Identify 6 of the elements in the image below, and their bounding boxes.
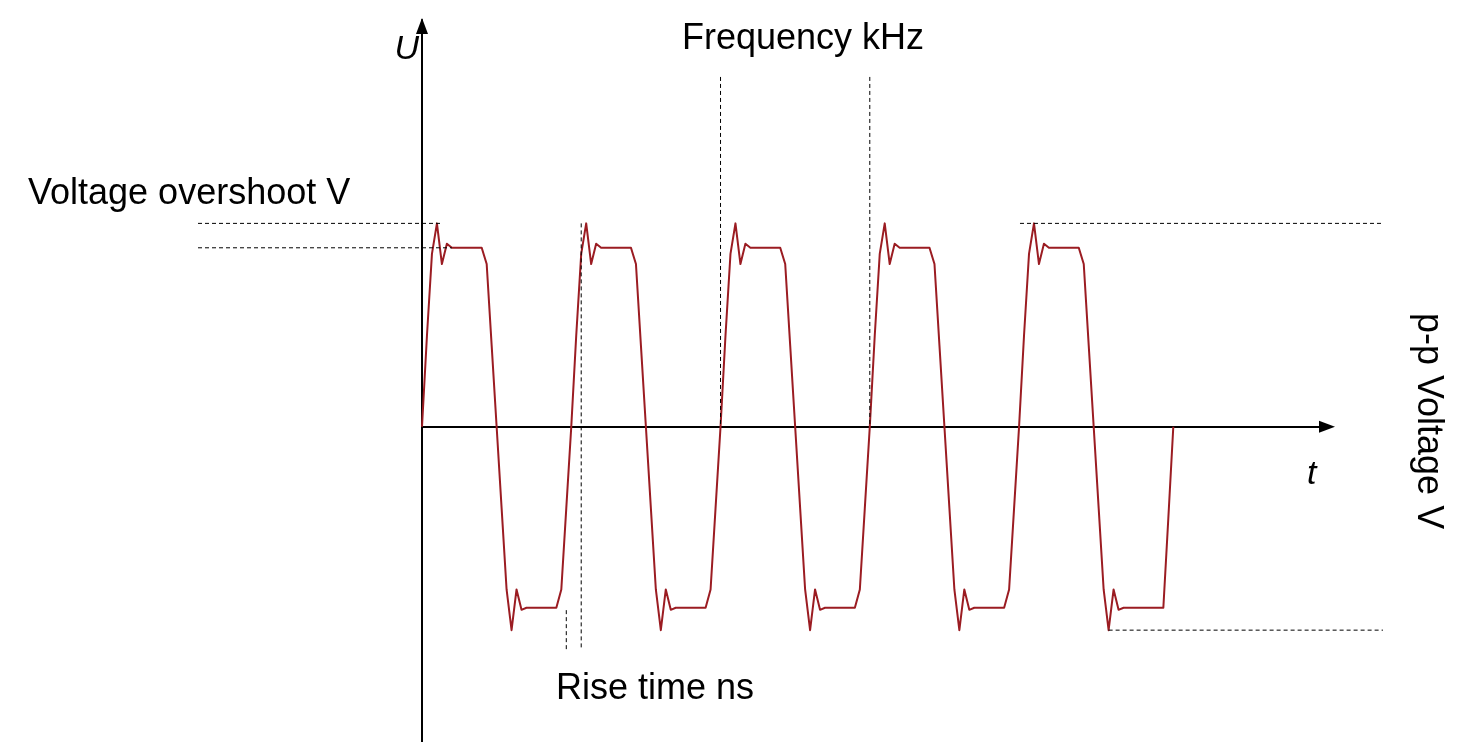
text: Frequency kHz <box>682 15 925 57</box>
text: Rise time ns <box>556 665 755 707</box>
x-axis-title: t <box>1307 452 1318 491</box>
text: p-p Voltage V <box>1409 313 1451 530</box>
y-axis-title: U <box>394 28 420 66</box>
text: Voltage overshoot V <box>28 170 351 212</box>
